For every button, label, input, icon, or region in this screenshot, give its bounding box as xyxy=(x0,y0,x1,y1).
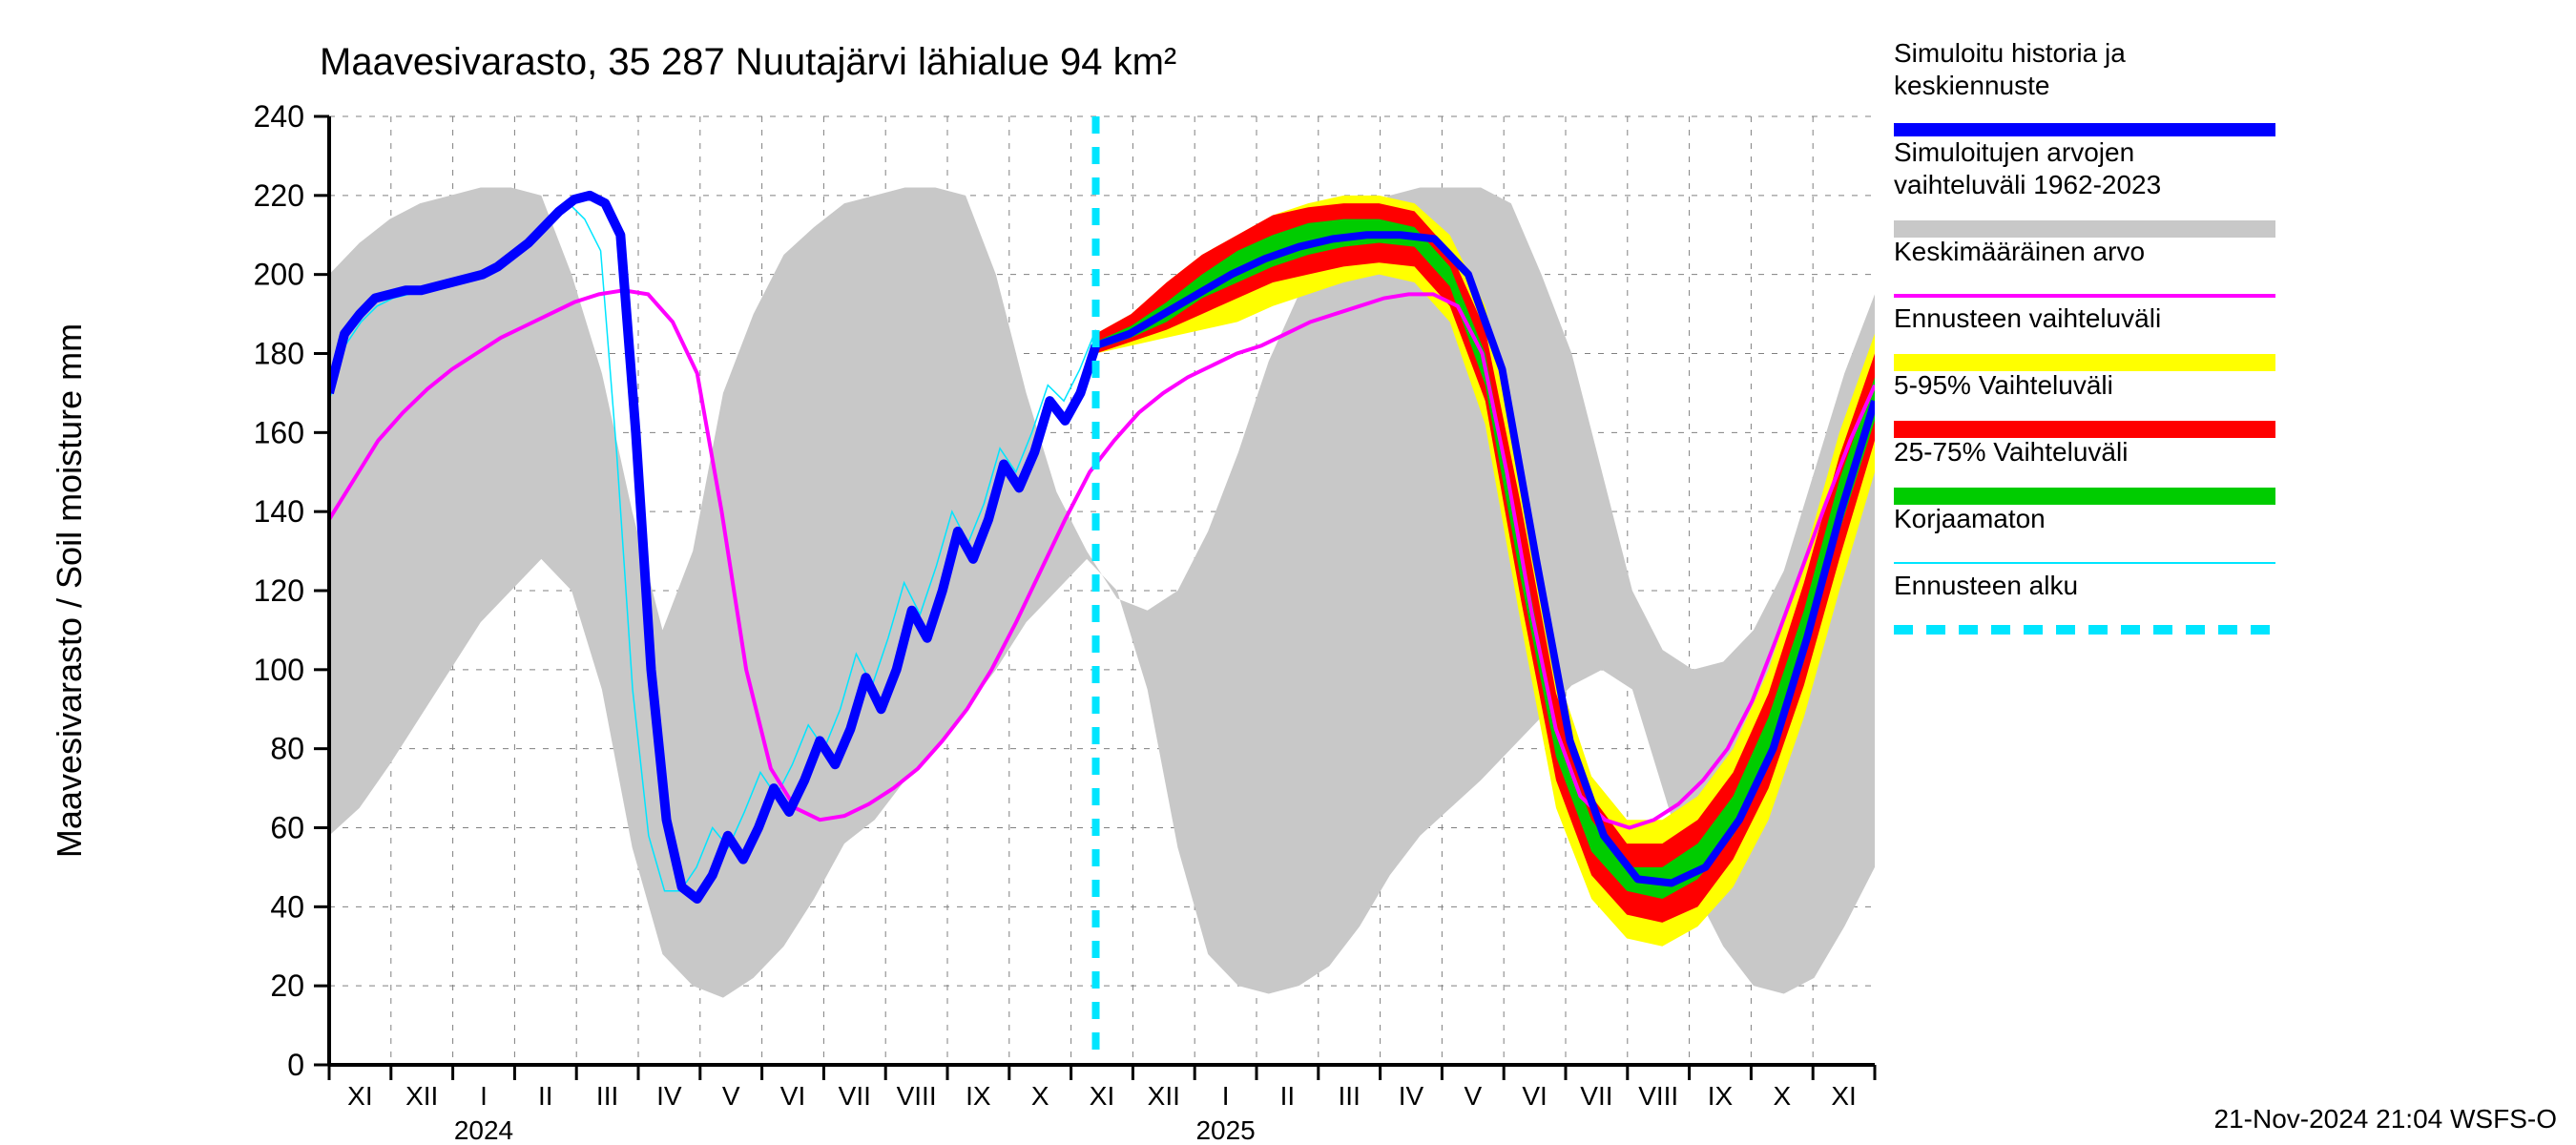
y-tick-label: 20 xyxy=(270,968,304,1003)
x-month-label: IV xyxy=(1399,1081,1424,1111)
y-tick-label: 40 xyxy=(270,889,304,924)
x-month-label: XI xyxy=(1090,1081,1114,1111)
legend-swatch xyxy=(1894,354,2275,371)
legend-swatch xyxy=(1894,488,2275,505)
x-month-label: VII xyxy=(1580,1081,1612,1111)
y-tick-label: 120 xyxy=(254,573,304,608)
x-month-label: XI xyxy=(347,1081,372,1111)
x-month-label: III xyxy=(596,1081,618,1111)
y-tick-label: 220 xyxy=(254,178,304,213)
y-tick-label: 160 xyxy=(254,415,304,449)
x-month-label: II xyxy=(538,1081,553,1111)
x-month-label: VI xyxy=(1522,1081,1547,1111)
x-month-label: VII xyxy=(839,1081,871,1111)
x-month-label: VI xyxy=(780,1081,805,1111)
footer-timestamp: 21-Nov-2024 21:04 WSFS-O xyxy=(2214,1104,2558,1134)
x-month-label: VIII xyxy=(1638,1081,1678,1111)
legend-label: vaihteluväli 1962-2023 xyxy=(1894,170,2161,199)
x-month-label: X xyxy=(1031,1081,1049,1111)
y-tick-label: 140 xyxy=(254,494,304,529)
x-month-label: I xyxy=(1222,1081,1230,1111)
y-tick-label: 180 xyxy=(254,337,304,371)
x-month-label: XI xyxy=(1831,1081,1856,1111)
x-month-label: X xyxy=(1773,1081,1791,1111)
y-tick-label: 0 xyxy=(287,1048,304,1082)
y-tick-label: 80 xyxy=(270,732,304,766)
x-month-label: III xyxy=(1339,1081,1361,1111)
y-tick-label: 200 xyxy=(254,258,304,292)
legend-swatch xyxy=(1894,421,2275,438)
legend-label: 25-75% Vaihteluväli xyxy=(1894,437,2128,467)
y-tick-label: 240 xyxy=(254,99,304,134)
x-month-label: IV xyxy=(656,1081,682,1111)
x-month-label: XII xyxy=(1148,1081,1180,1111)
legend-label: Korjaamaton xyxy=(1894,504,2046,533)
y-tick-label: 100 xyxy=(254,653,304,687)
legend-label: Ennusteen alku xyxy=(1894,571,2078,600)
y-axis-label: Maavesivarasto / Soil moisture mm xyxy=(50,323,89,858)
legend-label: Simuloitujen arvojen xyxy=(1894,137,2134,167)
x-month-label: V xyxy=(722,1081,740,1111)
x-month-label: IX xyxy=(1708,1081,1734,1111)
x-month-label: II xyxy=(1280,1081,1296,1111)
x-year-label: 2024 xyxy=(454,1115,513,1145)
x-month-label: VIII xyxy=(897,1081,937,1111)
x-month-label: XII xyxy=(405,1081,438,1111)
x-month-label: IX xyxy=(966,1081,991,1111)
x-year-label: 2025 xyxy=(1195,1115,1255,1145)
legend-label: 5-95% Vaihteluväli xyxy=(1894,370,2113,400)
x-month-label: I xyxy=(480,1081,488,1111)
legend-label: Keskimääräinen arvo xyxy=(1894,237,2145,266)
x-month-label: V xyxy=(1464,1081,1482,1111)
chart-title: Maavesivarasto, 35 287 Nuutajärvi lähial… xyxy=(320,41,1176,83)
y-tick-label: 60 xyxy=(270,811,304,845)
legend-swatch xyxy=(1894,220,2275,238)
legend-label: Simuloitu historia ja xyxy=(1894,38,2126,68)
legend-label: keskiennuste xyxy=(1894,71,2049,100)
legend-label: Ennusteen vaihteluväli xyxy=(1894,303,2161,333)
